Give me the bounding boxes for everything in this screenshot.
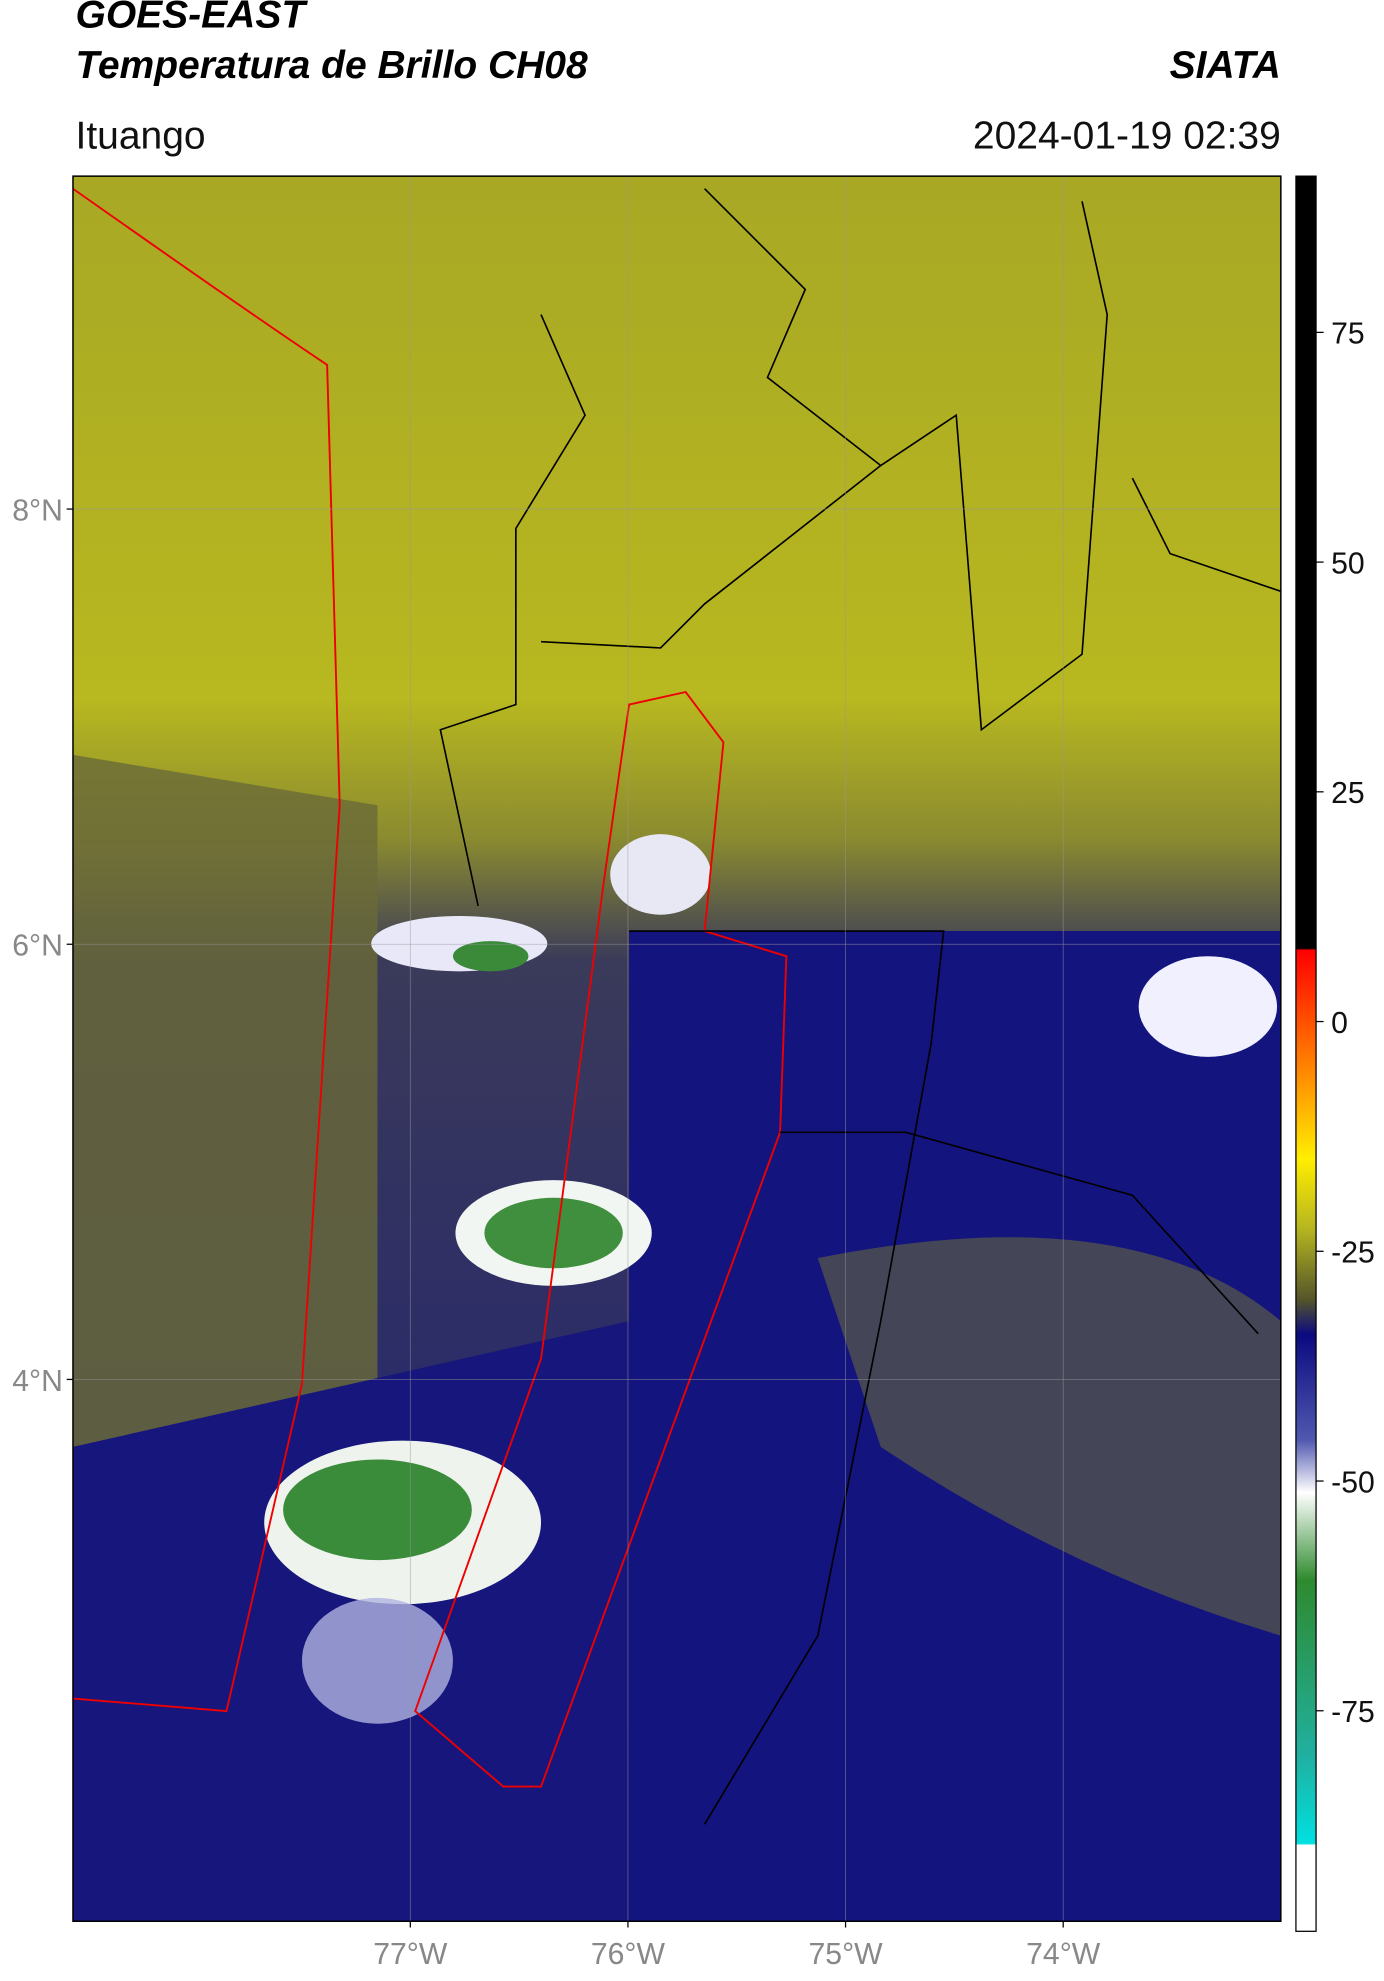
- map-frame: [72, 175, 1282, 1922]
- satellite-image: [72, 176, 1281, 1922]
- colorbar-label: -50: [1331, 1466, 1375, 1499]
- colorbar-label: 0: [1331, 1007, 1348, 1040]
- lon-label: 77°W: [373, 1938, 448, 1971]
- colorbar-label: 25: [1331, 777, 1365, 810]
- subtitle: Temperatura de Brillo CH08: [75, 44, 588, 87]
- lon-label: 75°W: [808, 1938, 883, 1971]
- grid: [72, 176, 1281, 1922]
- colorbar-label: 50: [1331, 547, 1365, 580]
- lon-label: 74°W: [1026, 1938, 1101, 1971]
- colorbar: [1295, 175, 1317, 1932]
- lat-label: 4°N: [12, 1365, 63, 1398]
- lon-label: 76°W: [591, 1938, 666, 1971]
- colorbar-label: 75: [1331, 318, 1365, 351]
- colorbar-label: -75: [1331, 1696, 1375, 1729]
- lat-label: 8°N: [12, 494, 63, 527]
- datetime: 2024-01-19 02:39: [973, 114, 1281, 157]
- lat-label: 6°N: [12, 930, 63, 963]
- title: GOES-EAST: [75, 0, 308, 37]
- colorbar-label: -25: [1331, 1237, 1375, 1270]
- brand: SIATA: [1170, 44, 1281, 87]
- location: Ituango: [75, 114, 205, 157]
